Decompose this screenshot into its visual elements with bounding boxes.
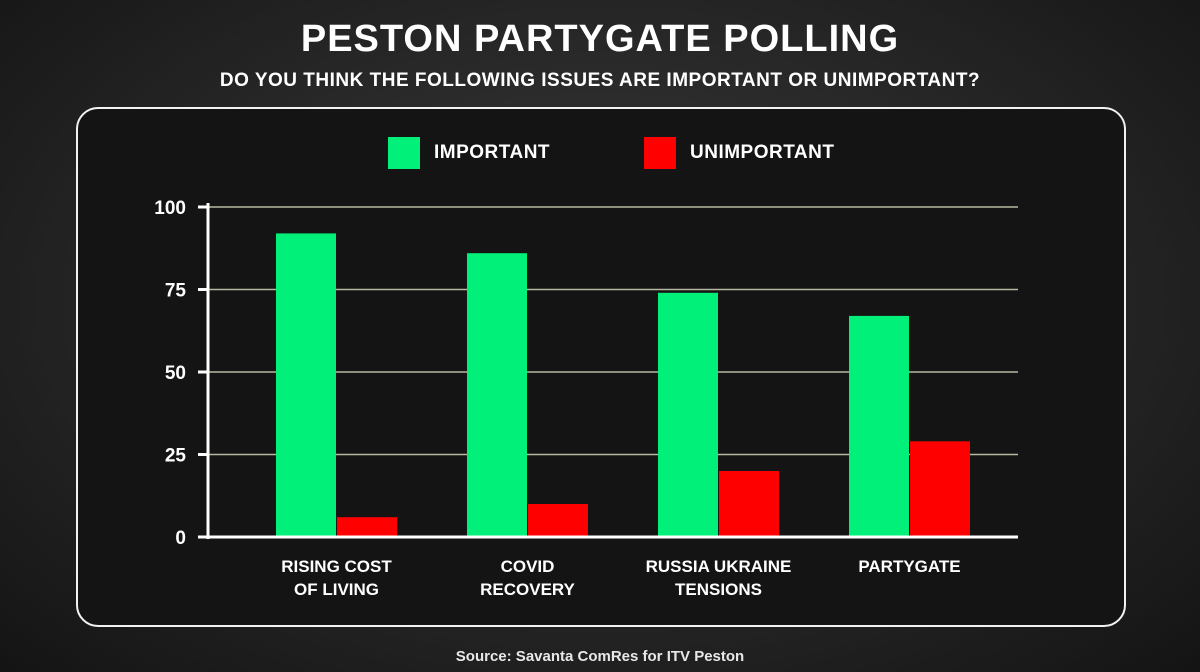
bar-unimportant-2 bbox=[719, 471, 779, 537]
legend-label-important: IMPORTANT bbox=[434, 142, 551, 163]
bar-important-2 bbox=[658, 292, 718, 537]
x-category-label-line: RUSSIA UKRAINE bbox=[646, 557, 792, 576]
bar-important-1 bbox=[467, 253, 527, 537]
x-category-label-line: OF LIVING bbox=[294, 580, 379, 599]
legend-item-important: IMPORTANT bbox=[388, 137, 550, 169]
chart-subtitle: DO YOU THINK THE FOLLOWING ISSUES ARE IM… bbox=[219, 70, 981, 91]
legend-swatch-important bbox=[388, 137, 420, 169]
y-tick-label: 25 bbox=[165, 446, 187, 467]
x-category-label: RISING COST OF LIVING bbox=[281, 557, 392, 599]
bar-chart: 0 25 50 75 100 RISING COST OF LIVING COVID RECOV… bbox=[154, 198, 1018, 599]
y-tick-label: 50 bbox=[165, 363, 186, 384]
bar-unimportant-0 bbox=[337, 517, 397, 537]
x-category-label-line: PARTYGATE bbox=[858, 557, 960, 576]
x-category-label: PARTYGATE bbox=[858, 557, 960, 576]
y-tick-label: 75 bbox=[165, 281, 187, 302]
bar-unimportant-3 bbox=[910, 441, 970, 537]
source-note: Source: Savanta ComRes for ITV Peston bbox=[455, 648, 745, 665]
chart-title: PESTON PARTYGATE POLLING bbox=[300, 18, 900, 60]
legend-swatch-unimportant bbox=[644, 137, 676, 169]
x-category-label-line: RECOVERY bbox=[480, 580, 575, 599]
legend-item-unimportant: UNIMPORTANT bbox=[644, 137, 834, 169]
chart-panel: IMPORTANT UNIMPORTANT 0 25 50 75 100 RISING C… bbox=[76, 107, 1126, 627]
bar-important-0 bbox=[276, 233, 336, 537]
bar-unimportant-1 bbox=[528, 504, 588, 537]
y-tick-label: 100 bbox=[154, 198, 186, 219]
x-category-label-line: TENSIONS bbox=[675, 580, 762, 599]
bar-important-3 bbox=[849, 315, 909, 537]
x-category-label: COVID RECOVERY bbox=[480, 557, 575, 599]
y-tick-label: 0 bbox=[175, 528, 186, 549]
x-category-label-line: RISING COST bbox=[281, 557, 392, 576]
legend-label-unimportant: UNIMPORTANT bbox=[690, 142, 835, 163]
x-category-label: RUSSIA UKRAINE TENSIONS bbox=[646, 557, 792, 599]
x-category-label-line: COVID bbox=[501, 557, 555, 576]
